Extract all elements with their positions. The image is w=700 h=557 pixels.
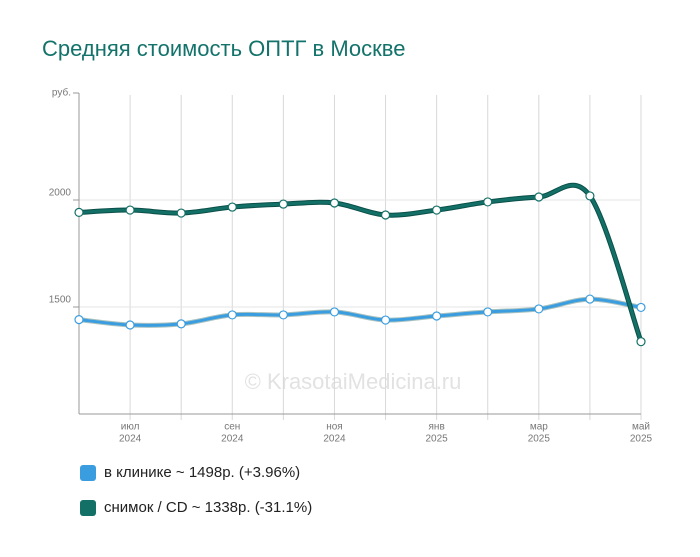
x-tick-label: ноя [326, 422, 343, 433]
point [227, 310, 237, 320]
point [636, 302, 646, 313]
point [380, 210, 391, 220]
x-tick-label: 2025 [528, 434, 551, 445]
point [176, 208, 186, 218]
x-tick-label: июл [121, 422, 140, 433]
point [432, 205, 442, 215]
point [483, 307, 493, 317]
point [380, 315, 391, 325]
x-tick-label: 2024 [221, 434, 244, 445]
y-tick-label: 2000 [49, 188, 72, 199]
point [278, 310, 288, 320]
point [432, 311, 442, 321]
point [483, 197, 493, 207]
point [585, 191, 595, 201]
point [125, 320, 135, 330]
x-tick-label: сен [224, 422, 240, 433]
point [329, 198, 340, 208]
point [176, 319, 186, 329]
series-outline [78, 296, 642, 328]
x-tick-label: 2025 [426, 434, 449, 445]
point [74, 315, 84, 325]
x-tick-label: 2024 [323, 434, 346, 445]
legend-label: в клинике ~ 1498р. (+3.96%) [104, 464, 300, 481]
x-tick-label: янв [429, 422, 445, 433]
watermark: © KrasotaiMedicina.ru [245, 369, 462, 394]
point [636, 337, 646, 347]
x-tick-label: мар [530, 422, 548, 433]
point [278, 199, 288, 209]
chart-title: Средняя стоимость ОПТГ в Москве [42, 36, 405, 61]
y-tick-label: руб. [52, 87, 71, 99]
x-tick-label: май [632, 422, 650, 433]
point [227, 202, 237, 212]
x-tick-label: 2025 [630, 434, 653, 445]
point [74, 207, 84, 218]
point [534, 304, 544, 314]
x-tick-label: 2024 [119, 434, 142, 445]
legend-swatch [80, 465, 96, 481]
point [534, 192, 544, 202]
point [329, 307, 340, 317]
point [125, 205, 135, 215]
y-tick-label: 1500 [49, 295, 72, 306]
point [585, 294, 595, 304]
legend-label: снимок / CD ~ 1338р. (-31.1%) [104, 499, 312, 516]
legend-swatch [80, 500, 96, 516]
